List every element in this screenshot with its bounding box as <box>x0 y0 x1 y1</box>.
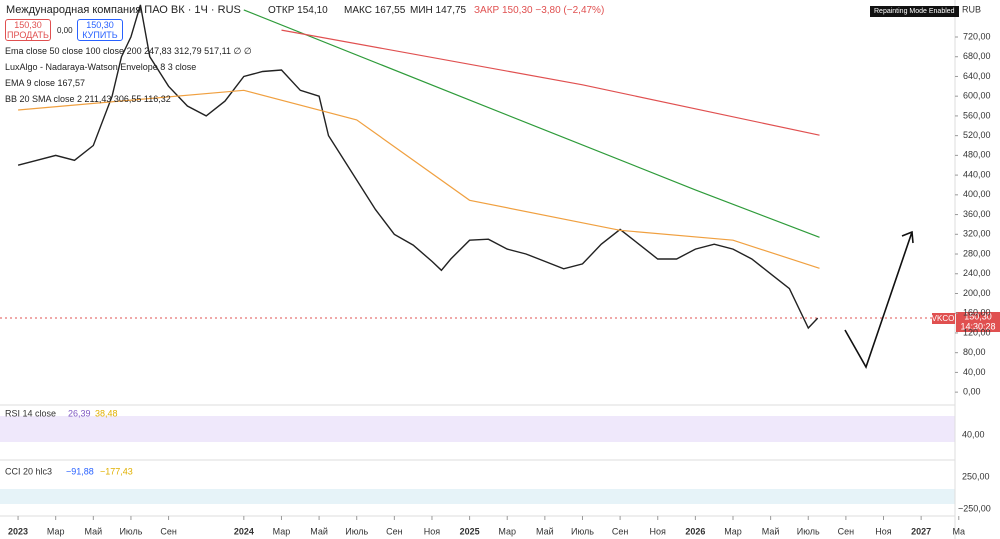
legend-line: Ema close 50 close 100 close 200 247,83 … <box>5 46 252 56</box>
x-tick-label: 2025 <box>460 526 480 536</box>
x-tick-label: 2027 <box>911 526 931 536</box>
price-tag <box>956 312 1000 332</box>
price-tag-value: 150,30 <box>964 311 992 321</box>
y-tick-label: 720,00 <box>963 31 991 41</box>
rsi-title: RSI 14 close <box>5 408 56 418</box>
x-tick-label: Мар <box>498 526 516 536</box>
x-tick-label: Ноя <box>875 526 892 536</box>
cci-value: −91,88 <box>66 466 94 476</box>
cci-tick: −250,00 <box>958 503 991 513</box>
x-tick-label: Июль <box>119 526 142 536</box>
ticker-tag <box>932 313 955 324</box>
x-tick-label: 2026 <box>685 526 705 536</box>
ticker: VKCO <box>932 314 955 323</box>
sell-button[interactable]: 150,30 ПРОДАТЬ <box>5 19 51 41</box>
title: Международная компания ПАО ВК · 1Ч · RUS <box>6 4 241 16</box>
y-tick-label: 280,00 <box>963 248 991 258</box>
series-line <box>18 89 820 269</box>
y-tick-label: 40,00 <box>963 367 986 377</box>
x-tick-label: Июль <box>571 526 594 536</box>
currency: RUB <box>962 4 981 14</box>
drawn-arrow <box>844 231 913 369</box>
y-tick-label: 560,00 <box>963 110 991 120</box>
y-tick-label: 120,00 <box>963 327 991 337</box>
rsi-band <box>0 416 955 442</box>
x-tick-label: Мар <box>724 526 742 536</box>
x-tick-label: Сен <box>612 526 629 536</box>
x-tick-label: 2024 <box>234 526 254 536</box>
legend-line: BB 20 SMA close 2 211,43 306,55 116,32 <box>5 94 171 104</box>
y-tick-label: 160,00 <box>963 308 991 318</box>
badge: Repainting Mode Enabled <box>870 6 959 17</box>
cci-title: CCI 20 hlc3 <box>5 466 52 476</box>
series-line <box>17 4 819 330</box>
cci-tick: 250,00 <box>962 471 990 481</box>
y-tick-label: 80,00 <box>963 347 986 357</box>
legend-line: EMA 9 close 167,57 <box>5 78 86 88</box>
arrow-head <box>901 230 914 244</box>
x-tick-label: 2023 <box>8 526 28 536</box>
y-tick-label: 680,00 <box>963 51 991 61</box>
y-tick-label: 400,00 <box>963 189 991 199</box>
buy-price: 150,30 <box>86 20 114 30</box>
y-tick-label: 320,00 <box>963 229 991 239</box>
y-tick-label: 600,00 <box>963 91 991 101</box>
buy-button[interactable]: 150,30 КУПИТЬ <box>77 19 123 41</box>
y-tick-label: 640,00 <box>963 71 991 81</box>
rsi-value: 26,39 <box>68 408 91 418</box>
cci-value: −177,43 <box>100 466 133 476</box>
x-tick-label: Мар <box>273 526 291 536</box>
main-pane <box>0 0 955 402</box>
buy-label: КУПИТЬ <box>82 30 118 40</box>
x-tick-label: Май <box>536 526 554 536</box>
low: МИН 147,75 <box>410 5 467 16</box>
x-tick-label: Сен <box>160 526 177 536</box>
spread: 0,00 <box>57 26 73 35</box>
x-tick-label: Май <box>310 526 328 536</box>
x-tick-label: Июль <box>797 526 820 536</box>
x-tick-label: Май <box>762 526 780 536</box>
sell-label: ПРОДАТЬ <box>7 30 49 40</box>
cci-band <box>0 489 955 504</box>
rsi-tick: 40,00 <box>962 429 985 439</box>
legend-line: LuxAlgo - Nadaraya-Watson Envelope 8 3 c… <box>5 62 197 72</box>
sell-price: 150,30 <box>14 20 42 30</box>
high: МАКС 167,55 <box>344 5 406 16</box>
y-tick-label: 520,00 <box>963 130 991 140</box>
y-tick-label: 200,00 <box>963 288 991 298</box>
y-tick-label: 480,00 <box>963 150 991 160</box>
series-line <box>243 9 820 238</box>
series-line <box>281 29 820 136</box>
x-tick-label: Мар <box>47 526 65 536</box>
x-tick-label: Ноя <box>650 526 667 536</box>
open: ОТКР 154,10 <box>268 5 328 16</box>
y-tick-label: 360,00 <box>963 209 991 219</box>
x-tick-label: Сен <box>838 526 855 536</box>
x-tick-label: Сен <box>386 526 403 536</box>
y-tick-label: 0,00 <box>963 387 981 397</box>
rsi-value: 38,48 <box>95 408 118 418</box>
x-tick-label: Ма <box>952 526 965 536</box>
y-tick-label: 240,00 <box>963 268 991 278</box>
x-tick-label: Ноя <box>424 526 441 536</box>
close: ЗАКР 150,30 −3,80 (−2,47%) <box>474 5 605 16</box>
x-tick-label: Май <box>84 526 102 536</box>
price-tag-time: 14:30:28 <box>960 321 995 331</box>
y-tick-label: 440,00 <box>963 169 991 179</box>
x-tick-label: Июль <box>345 526 368 536</box>
